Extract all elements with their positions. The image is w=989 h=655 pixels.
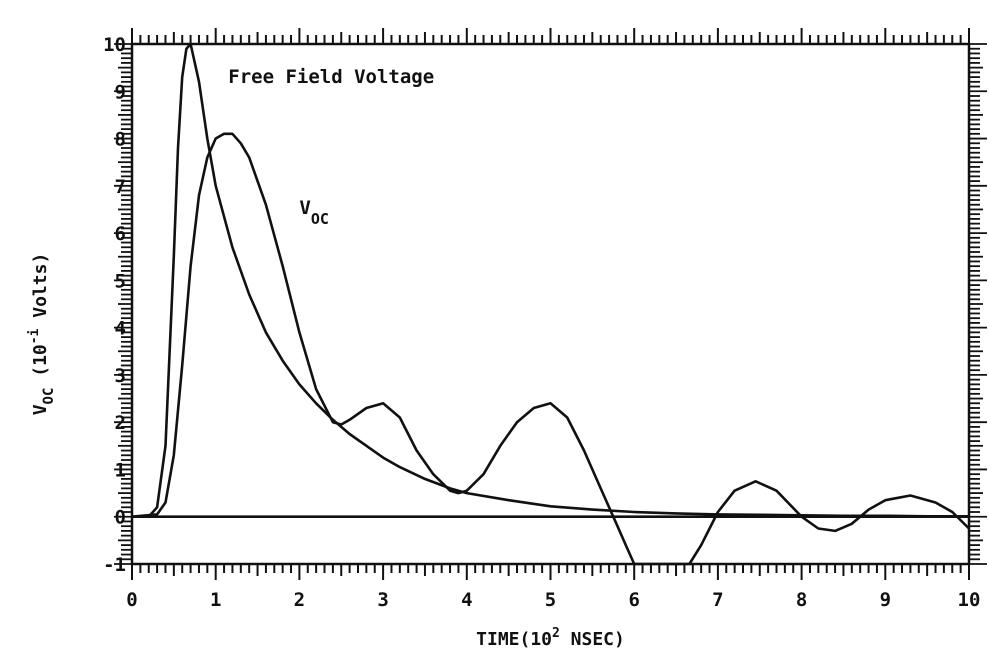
y-axis-title: VOC (10-i Volts): [27, 253, 57, 416]
x-tick-labels: 0 1 2 3 4 5 6 7 8 9 10: [126, 589, 980, 611]
y-tick-label: 5: [115, 270, 126, 292]
x-tick-label: 10: [958, 589, 981, 611]
x-tick-label: 6: [628, 589, 639, 611]
y-tick-label: 3: [115, 365, 126, 387]
y-tick-label: -1: [103, 554, 126, 576]
series-layer: [131, 42, 970, 566]
y-tick-labels: -1 0 1 2 3 4 5 6 7 8 9 10: [103, 34, 126, 576]
x-tick-label: 8: [796, 589, 807, 611]
tick-marks: [114, 28, 987, 580]
x-tick-label: 7: [712, 589, 723, 611]
series-line-2: [131, 132, 970, 566]
x-tick-label: 5: [545, 589, 556, 611]
x-tick-label: 3: [377, 589, 388, 611]
plot-border: [130, 42, 971, 566]
y-tick-label: 7: [115, 176, 126, 198]
x-tick-label: 1: [210, 589, 221, 611]
annotation-free-field-voltage: Free Field Voltage: [228, 66, 434, 88]
series-line-1: [132, 42, 969, 518]
x-tick-label: 2: [294, 589, 305, 611]
y-tick-label: 4: [115, 318, 126, 340]
x-axis-title: TIME(102 NSEC): [476, 626, 625, 650]
y-tick-label: 10: [103, 34, 126, 56]
annotation-voc: VOC: [299, 197, 329, 228]
y-tick-label: 9: [115, 81, 126, 103]
y-tick-label: 2: [115, 412, 126, 434]
x-tick-label: 0: [126, 589, 137, 611]
y-tick-label: 1: [115, 459, 126, 481]
y-tick-label: 0: [115, 507, 126, 529]
x-tick-label: 4: [461, 589, 472, 611]
plot-frame: [130, 42, 971, 566]
y-tick-label: 8: [115, 129, 126, 151]
y-tick-label: 6: [115, 223, 126, 245]
x-tick-label: 9: [880, 589, 891, 611]
